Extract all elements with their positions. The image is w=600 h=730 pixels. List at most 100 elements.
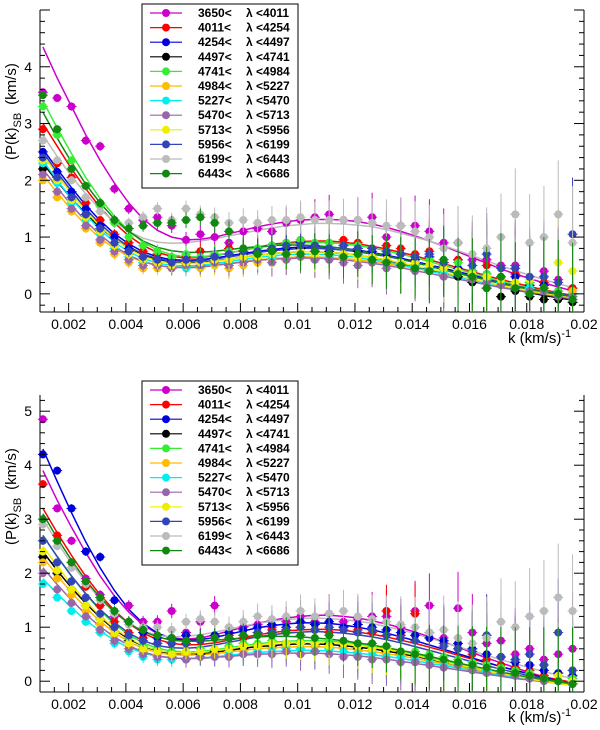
bottom-legend-entry-6: 5227< λ <5470 bbox=[150, 471, 290, 485]
top-point-6443-6686-17 bbox=[281, 238, 292, 270]
top-marker-6199-6443-37 bbox=[568, 238, 577, 247]
top-point-3650-4011-3 bbox=[80, 136, 91, 145]
bottom-point-6199-6443-10 bbox=[181, 613, 192, 630]
top-marker-4741-4984-8 bbox=[153, 247, 162, 256]
top-legend-label-lo-4: 4741< bbox=[198, 64, 232, 78]
bottom-legend-label-lo-10: 6199< bbox=[198, 529, 232, 543]
top-point-6443-6686-1 bbox=[52, 125, 63, 134]
bottom-fit-6199-6443 bbox=[42, 518, 573, 680]
top-legend-label-hi-4: λ <4984 bbox=[246, 64, 290, 78]
bottom-marker-6199-6443-37 bbox=[568, 607, 577, 615]
bottom-marker-5713-5956-9 bbox=[167, 650, 176, 659]
top-legend-label-lo-11: 6443< bbox=[198, 167, 232, 181]
bottom-y-tick-label-1: 1 bbox=[24, 619, 32, 635]
bottom-point-5713-5956-12 bbox=[209, 639, 220, 659]
top-marker-6443-6686-24 bbox=[382, 258, 391, 267]
top-point-4254-4497-3 bbox=[80, 204, 91, 214]
bottom-marker-6443-6686-1 bbox=[53, 536, 62, 545]
bottom-marker-6443-6686-35 bbox=[539, 674, 548, 683]
bottom-legend-label-hi-10: λ <6443 bbox=[246, 529, 290, 543]
top-point-6199-6443-18 bbox=[295, 200, 306, 234]
top-marker-6199-6443-16 bbox=[267, 216, 276, 225]
bottom-legend-entry-7: 5470< λ <5713 bbox=[150, 485, 290, 499]
bottom-marker-5470-5713-10 bbox=[182, 655, 191, 664]
bottom-marker-6199-6443-9 bbox=[167, 625, 176, 634]
top-marker-5956-6199-4 bbox=[96, 224, 105, 233]
bottom-marker-5470-5713-4 bbox=[96, 625, 105, 634]
top-point-3650-4011-10 bbox=[181, 231, 192, 248]
top-marker-4254-4497-0 bbox=[38, 147, 47, 156]
top-marker-5956-6199-6 bbox=[124, 247, 133, 256]
top-marker-5956-6199-12 bbox=[210, 252, 219, 261]
top-legend-swatch-marker-7 bbox=[162, 111, 170, 120]
bottom-marker-6199-6443-8 bbox=[153, 623, 162, 632]
top-marker-6199-6443-4 bbox=[96, 207, 105, 216]
bottom-point-6443-6686-28 bbox=[438, 625, 449, 692]
top-marker-6199-6443-25 bbox=[396, 221, 405, 230]
bottom-point-6443-6686-6 bbox=[123, 616, 134, 628]
bottom-x-ticks: 0.002 0.004 0.006 0.008 0.01 0.012 0.014 0.016 0… bbox=[39, 683, 598, 712]
bottom-point-5227-5470-1 bbox=[52, 593, 63, 602]
bottom-marker-6199-6443-35 bbox=[539, 607, 548, 615]
top-marker-5470-5713-6 bbox=[124, 255, 133, 264]
top-marker-6443-6686-5 bbox=[110, 216, 119, 225]
bottom-marker-5713-5956-3 bbox=[81, 601, 90, 610]
bottom-legend-swatch-marker-5 bbox=[162, 459, 170, 467]
bottom-legend-label-hi-1: λ <4254 bbox=[246, 398, 290, 412]
top-marker-6443-6686-31 bbox=[482, 284, 491, 293]
top-point-6199-6443-16 bbox=[266, 206, 277, 235]
top-marker-4741-4984-0 bbox=[38, 102, 47, 111]
top-marker-6199-6443-10 bbox=[182, 204, 191, 213]
top-y-tick-label-4: 4 bbox=[24, 59, 32, 75]
bottom-marker-6199-6443-19 bbox=[310, 612, 319, 621]
bottom-legend-label-hi-2: λ <4497 bbox=[246, 412, 290, 426]
top-legend-label-lo-6: 5227< bbox=[198, 94, 232, 108]
top-marker-6443-6686-2 bbox=[67, 164, 76, 173]
top-marker-5470-5713-0 bbox=[38, 170, 47, 179]
top-point-6443-6686-32 bbox=[495, 233, 506, 312]
bottom-point-6443-6686-33 bbox=[510, 627, 521, 692]
top-legend-label-lo-9: 5956< bbox=[198, 137, 232, 151]
bottom-marker-6443-6686-2 bbox=[67, 558, 76, 567]
bottom-point-6443-6686-22 bbox=[352, 620, 363, 667]
top-marker-6443-6686-30 bbox=[468, 272, 477, 281]
top-marker-6443-6686-8 bbox=[153, 218, 162, 227]
bottom-marker-6443-6686-24 bbox=[382, 642, 391, 651]
bottom-legend-label-lo-8: 5713< bbox=[198, 500, 232, 514]
top-point-6443-6686-22 bbox=[352, 231, 363, 277]
bottom-marker-6443-6686-6 bbox=[124, 617, 133, 626]
bottom-marker-6199-6443-22 bbox=[353, 612, 362, 621]
top-legend-entry-1: 4011< λ <4254 bbox=[150, 21, 290, 35]
top-point-5956-6199-9 bbox=[166, 255, 177, 270]
top-point-6443-6686-8 bbox=[152, 216, 163, 230]
top-marker-6199-6443-3 bbox=[81, 193, 90, 202]
bottom-legend-swatch-marker-3 bbox=[162, 429, 170, 438]
top-marker-4011-4254-0 bbox=[38, 125, 47, 134]
bottom-marker-5713-5956-10 bbox=[182, 647, 191, 656]
top-point-5956-6199-7 bbox=[138, 250, 149, 263]
top-x-tick-label-2: 0.006 bbox=[166, 316, 201, 332]
top-marker-6443-6686-27 bbox=[425, 267, 434, 276]
top-marker-6443-6686-35 bbox=[539, 284, 548, 293]
top-marker-6199-6443-0 bbox=[38, 136, 47, 145]
top-marker-3650-4011-10 bbox=[182, 235, 191, 244]
top-marker-4254-4497-1 bbox=[53, 167, 62, 176]
bottom-chart: 0.002 0.004 0.006 0.008 0.01 0.012 0.014 0.016 0… bbox=[3, 380, 598, 726]
bottom-marker-3650-4011-12 bbox=[210, 601, 219, 610]
top-point-6443-6686-3 bbox=[80, 181, 91, 191]
bottom-marker-5956-6199-3 bbox=[81, 593, 90, 602]
top-point-5956-6199-2 bbox=[66, 193, 77, 202]
bottom-point-6443-6686-10 bbox=[181, 632, 192, 649]
bottom-point-5956-6199-6 bbox=[123, 629, 134, 641]
bottom-x-tick-label-8: 0.018 bbox=[509, 696, 544, 712]
bottom-point-6443-6686-18 bbox=[295, 618, 306, 652]
bottom-marker-6443-6686-31 bbox=[482, 663, 491, 672]
top-marker-6443-6686-11 bbox=[196, 213, 205, 222]
top-point-3650-4011-11 bbox=[195, 225, 206, 244]
bottom-legend-label-lo-2: 4254< bbox=[198, 412, 232, 426]
top-point-6443-6686-27 bbox=[424, 238, 435, 304]
bottom-point-5470-5713-5 bbox=[109, 635, 120, 646]
top-x-axis-title-exp: -1 bbox=[561, 328, 571, 340]
top-legend-swatch-marker-6 bbox=[162, 96, 170, 105]
bottom-point-6443-6686-12 bbox=[209, 628, 220, 648]
